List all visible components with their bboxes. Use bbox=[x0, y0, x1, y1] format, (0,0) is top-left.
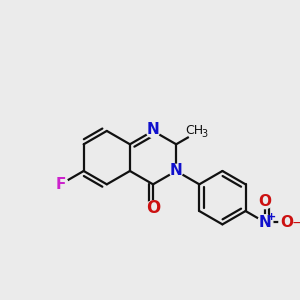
Text: N: N bbox=[259, 215, 272, 230]
Text: O: O bbox=[280, 215, 293, 230]
Text: F: F bbox=[56, 177, 66, 192]
Circle shape bbox=[146, 124, 160, 138]
Text: −: − bbox=[291, 215, 300, 230]
Circle shape bbox=[146, 201, 161, 216]
Circle shape bbox=[188, 119, 211, 142]
Circle shape bbox=[279, 215, 294, 230]
Circle shape bbox=[258, 194, 273, 208]
Text: +: + bbox=[267, 212, 277, 222]
Text: O: O bbox=[259, 194, 272, 208]
Text: N: N bbox=[147, 122, 159, 137]
Text: O: O bbox=[146, 200, 160, 217]
Circle shape bbox=[53, 177, 68, 192]
Text: 3: 3 bbox=[201, 129, 207, 139]
Text: CH: CH bbox=[185, 124, 204, 137]
Circle shape bbox=[258, 215, 273, 230]
Text: N: N bbox=[170, 164, 182, 178]
Circle shape bbox=[169, 164, 183, 178]
